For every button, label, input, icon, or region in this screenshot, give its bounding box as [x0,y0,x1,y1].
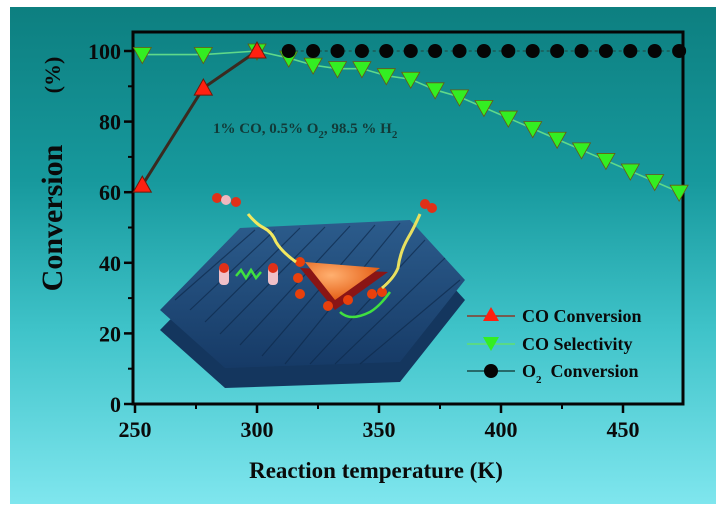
data-point [476,44,491,58]
feed-composition-annotation: 1% CO, 0.5% O2, 98.5 % H2 [213,121,398,141]
data-point [425,82,445,100]
y-tick-label: 0 [110,392,121,417]
svg-text:CO Selectivity: CO Selectivity [522,334,632,354]
legend-item-co-selectivity: CO Selectivity [467,334,632,354]
data-point [550,44,565,58]
data-point [574,44,589,58]
y-tick-label: 40 [99,251,121,276]
data-point [132,47,153,65]
legend-item-co-conversion: CO Conversion [467,306,642,326]
data-point [306,44,321,58]
legend: CO Conversion CO Selectivity O2 Conversi… [467,306,642,386]
x-tick-label: 400 [485,417,518,442]
x-tick-label: 300 [241,417,274,442]
data-point [672,44,687,58]
circle-marker-icon [484,364,498,378]
y-axis-unit-label: (%) [40,57,65,94]
data-point [354,44,369,58]
data-point [379,44,394,58]
plot-frame [131,30,685,406]
data-point [403,44,418,58]
data-point [547,131,567,150]
data-point [623,44,638,58]
data-point [193,78,214,96]
data-point [647,44,662,58]
catalyst-illustration [160,193,465,388]
data-point [620,163,641,181]
axes: 250 300 350 400 450 0 20 40 60 80 100 [88,39,640,442]
x-axis-title: Reaction temperature (K) [249,458,503,483]
series-o2-conversion [281,44,687,58]
series-co-conversion [132,40,267,193]
data-point [401,71,421,90]
legend-item-o2-conversion: O2 Conversion [467,361,639,386]
data-point [645,174,665,192]
data-point [376,68,397,86]
data-point [501,44,516,58]
y-tick-label: 60 [99,180,121,205]
data-point [428,44,443,58]
triangle-down-icon [483,337,499,351]
x-tick-label: 250 [119,417,152,442]
x-tick-label: 350 [363,417,396,442]
y-tick-label: 80 [99,110,121,135]
data-point [352,61,372,79]
series-co-selectivity [132,43,689,203]
data-point [303,57,323,75]
data-point [525,44,540,58]
data-point [330,44,345,58]
data-point [474,100,494,118]
data-point [247,40,267,59]
y-axis-unit: (%) [40,57,65,94]
data-point [452,44,467,58]
y-tick-label: 20 [99,321,121,346]
data-point [132,175,153,193]
x-tick-label: 450 [607,417,640,442]
legend-label-o2: O2 Conversion [522,361,639,386]
y-axis-title: Conversion [36,144,69,291]
y-tick-label: 100 [88,39,121,64]
triangle-up-icon [483,307,499,321]
data-point [523,121,543,139]
data-point [596,153,616,171]
data-point [449,89,470,107]
data-point [571,142,592,160]
svg-text:CO Conversion: CO Conversion [522,306,642,326]
data-point [193,47,214,65]
data-point [598,44,613,58]
data-point [498,110,519,128]
data-point [327,61,348,79]
data-point [281,44,296,58]
data-point [669,184,689,203]
y-axis-label: Conversion [36,144,69,291]
series-layer [132,40,689,203]
